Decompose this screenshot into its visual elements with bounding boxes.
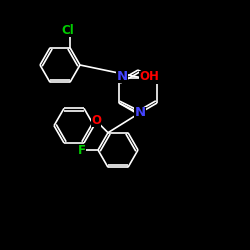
Text: N: N [134,106,145,120]
Text: Cl: Cl [62,24,74,37]
Text: OH: OH [139,70,159,84]
Text: N: N [116,70,128,82]
Text: O: O [91,114,101,127]
Text: F: F [78,144,86,156]
